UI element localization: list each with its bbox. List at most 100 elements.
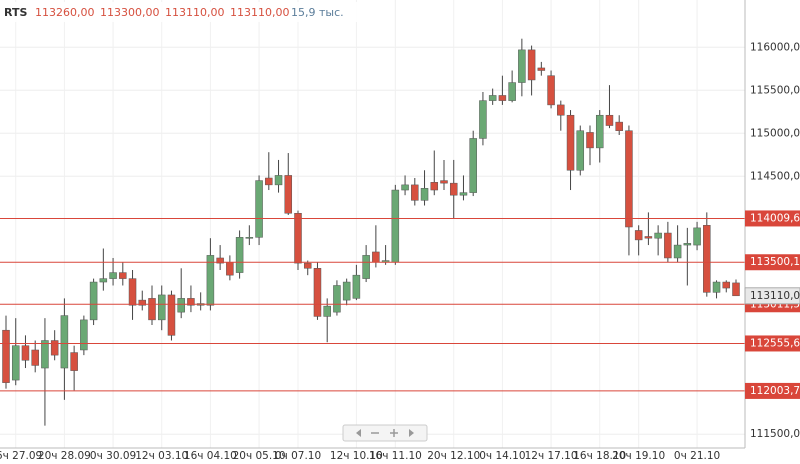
x-tick-label: 0ч 14.10 — [479, 450, 525, 462]
low-value: 113110,00 — [165, 6, 225, 19]
candle-body — [177, 298, 185, 313]
header: RTS 113260,00 113300,00 113110,00 113110… — [0, 2, 390, 22]
candle-body — [615, 121, 623, 131]
x-tick-label: 12ч 17.10 — [525, 450, 578, 462]
header-bg — [0, 2, 390, 22]
scroll-left[interactable] — [356, 429, 361, 437]
level-label-bg — [745, 382, 800, 399]
candle-body — [537, 67, 546, 71]
candle-body — [70, 352, 78, 371]
candle-body — [148, 298, 156, 321]
scroll-controls — [342, 424, 428, 442]
candle-body — [401, 184, 409, 191]
candle-body — [89, 281, 98, 321]
y-tick-label: 115500,00 — [750, 84, 800, 96]
candle-body — [245, 237, 254, 239]
level-label: 113500,18 — [750, 256, 800, 268]
candle-body — [673, 244, 682, 259]
candle-body — [99, 278, 108, 283]
candle-body — [664, 232, 672, 259]
candle-body — [80, 319, 88, 351]
candle-body — [547, 75, 555, 106]
candle-body — [60, 315, 69, 369]
candle-body — [372, 251, 380, 263]
candle-body — [206, 255, 215, 306]
candle-body — [605, 114, 614, 126]
x-tick-label: 16ч 04.10 — [184, 450, 237, 462]
candle-body — [274, 175, 283, 186]
y-tick-label: 115000,00 — [750, 127, 800, 139]
candle-body — [722, 281, 731, 289]
controls-bg — [342, 424, 428, 442]
volume: 15,9 тыс. — [291, 6, 344, 19]
candle-body — [138, 299, 147, 306]
zoom-in[interactable] — [390, 429, 398, 437]
candle-body — [391, 189, 400, 263]
candle-body — [683, 243, 692, 246]
high-value: 113300,00 — [100, 6, 160, 19]
candle-body — [265, 177, 273, 186]
candle-body — [119, 272, 127, 279]
candle-body — [566, 114, 575, 171]
x-tick-label: 20ч 12.10 — [427, 450, 480, 462]
candle-body — [342, 281, 351, 301]
candle-body — [284, 175, 293, 214]
candle-body — [634, 230, 643, 241]
level-label: 114009,60 — [750, 212, 800, 224]
x-tick-label: 16ч 11.10 — [369, 450, 422, 462]
candle-body — [693, 227, 701, 246]
candle-body — [21, 345, 30, 361]
y-tick-label: 116000,00 — [750, 41, 800, 53]
candle-body — [323, 305, 331, 317]
candle-body — [2, 329, 10, 383]
level-label-bg — [745, 210, 800, 227]
candle-body — [411, 184, 419, 201]
x-tick-label: 0ч 07.10 — [275, 450, 321, 462]
candle-body — [449, 182, 458, 196]
x-tick-label: 16ч 27.09 — [0, 450, 42, 462]
candle-body — [235, 237, 244, 273]
candle-body — [527, 49, 536, 81]
symbol: RTS — [4, 6, 27, 19]
candle-body — [479, 100, 487, 139]
candle-body — [294, 213, 302, 264]
candle-body — [712, 281, 721, 293]
candle-body — [109, 272, 117, 279]
candle-body — [157, 294, 166, 321]
candle-body — [595, 114, 604, 149]
candle-body — [508, 82, 516, 101]
level-label-bg — [745, 335, 800, 352]
x-tick-label: 20ч 19.10 — [612, 450, 665, 462]
close-value: 113110,00 — [230, 6, 290, 19]
last-price-label: 113110,00 — [750, 290, 800, 302]
candle-body — [31, 349, 39, 366]
x-tick-label: 0ч 30.09 — [90, 450, 136, 462]
candle-body — [420, 188, 429, 201]
candle-body — [459, 192, 468, 196]
x-tick-label: 16ч 18.10 — [573, 450, 626, 462]
candle-body — [333, 285, 341, 313]
candle-body — [226, 262, 234, 276]
candle-body — [586, 132, 594, 149]
candle-body — [41, 340, 49, 369]
level-label-bg — [745, 254, 800, 271]
candle-body — [469, 138, 477, 193]
scroll-right[interactable] — [409, 429, 414, 437]
x-tick-label: 0ч 21.10 — [674, 450, 720, 462]
candle-body — [313, 268, 322, 317]
x-tick-label: 20ч 05.10 — [233, 450, 286, 462]
candle-body — [518, 49, 526, 83]
candle-body — [488, 95, 497, 101]
candle-body — [498, 95, 507, 101]
candle-body — [303, 262, 312, 269]
candle-body — [644, 236, 653, 239]
level-label: 112555,64 — [750, 337, 800, 349]
candle-body — [362, 255, 370, 279]
candle-body — [50, 340, 59, 356]
candle-body — [576, 130, 585, 171]
candle-body — [732, 282, 740, 297]
candle-body — [654, 232, 662, 239]
candle-body — [430, 182, 439, 191]
